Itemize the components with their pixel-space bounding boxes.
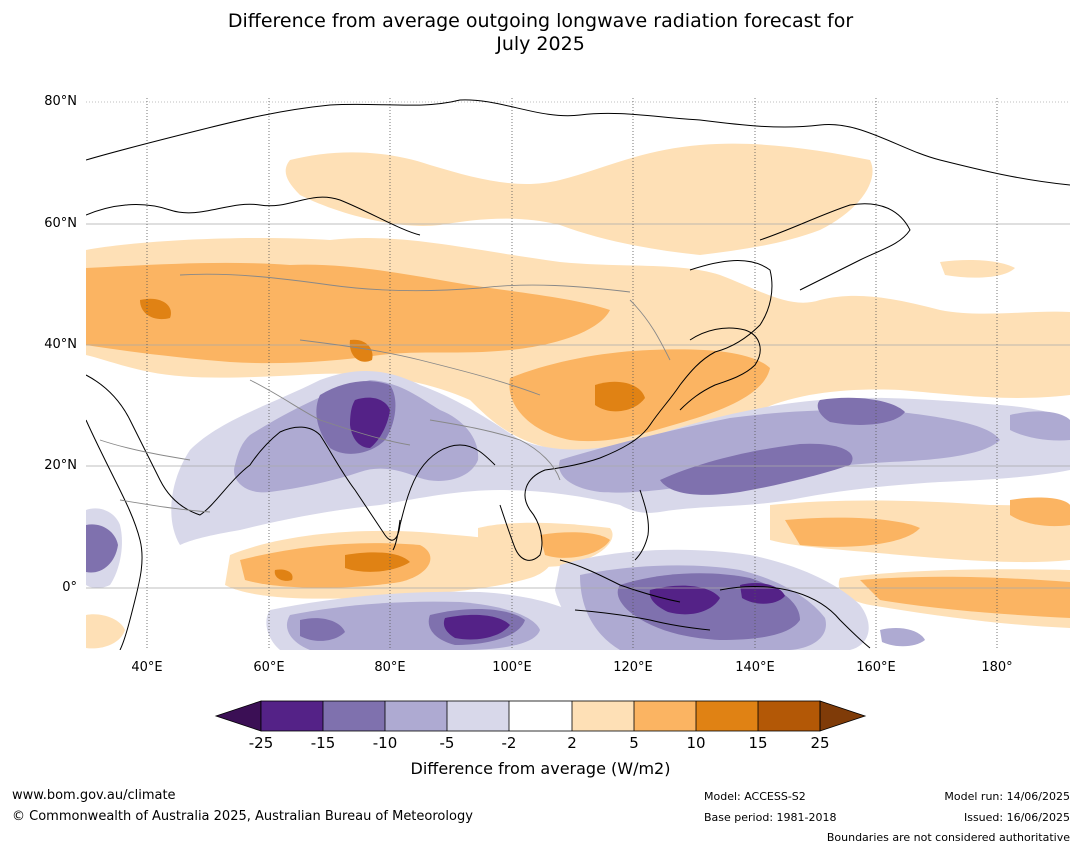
chart-title-line1: Difference from average outgoing longwav… [227,10,854,32]
lat-label-0: 0° [62,580,77,595]
boundaries-disclaimer: Boundaries are not considered authoritat… [826,831,1070,844]
colorbar-tick: 2 [567,734,577,752]
model-name: Model: ACCESS-S2 [704,790,806,803]
colorbar-tick: -25 [248,734,274,752]
colorbar-tick: 25 [810,734,830,752]
lon-label-60e: 60°E [253,660,285,675]
colorbar-bin [634,701,696,731]
colorbar-bin [509,701,572,731]
lon-label-140e: 140°E [735,660,775,675]
colorbar-tick: 10 [686,734,706,752]
colorbar-tick: -5 [439,734,455,752]
chart-title-line2: July 2025 [496,33,585,55]
colorbar-bin [323,701,385,731]
colorbar-tick: -2 [501,734,517,752]
lon-label-120e: 120°E [613,660,653,675]
coastlines [86,99,1070,650]
colorbar-extend-high [819,700,867,732]
lat-label-20n: 20°N [44,458,77,473]
colorbar [214,700,867,732]
colorbar-label: Difference from average (W/m2) [410,759,671,778]
colorbar-bin [696,701,758,731]
map-gridlines [86,98,1070,650]
colorbar-tick: -10 [372,734,398,752]
lon-label-100e: 100°E [492,660,532,675]
model-run-date: Model run: 14/06/2025 [944,790,1070,803]
base-period: Base period: 1981-2018 [704,811,837,824]
copyright-text: © Commonwealth of Australia 2025, Austra… [12,809,473,824]
country-borders [99,273,671,513]
lon-label-180: 180° [981,660,1013,675]
colorbar-tick: 5 [629,734,639,752]
colorbar-bin [447,701,509,731]
colorbar-bin [385,701,447,731]
colorbar-bin [572,701,634,731]
lon-label-160e: 160°E [856,660,896,675]
colorbar-tick: 15 [748,734,768,752]
colorbar-extend-low [214,700,262,732]
colorbar-bin [758,701,820,731]
colorbar-bin [261,701,323,731]
lon-label-80e: 80°E [374,660,406,675]
lon-label-40e: 40°E [131,660,163,675]
website-link[interactable]: www.bom.gov.au/climate [12,788,176,803]
positive-anomaly-regions [86,143,1070,649]
colorbar-tick: -15 [310,734,336,752]
lat-label-40n: 40°N [44,337,77,352]
lat-label-60n: 60°N [44,216,77,231]
issued-date: Issued: 16/06/2025 [963,811,1070,824]
lat-label-80n: 80°N [44,94,77,109]
